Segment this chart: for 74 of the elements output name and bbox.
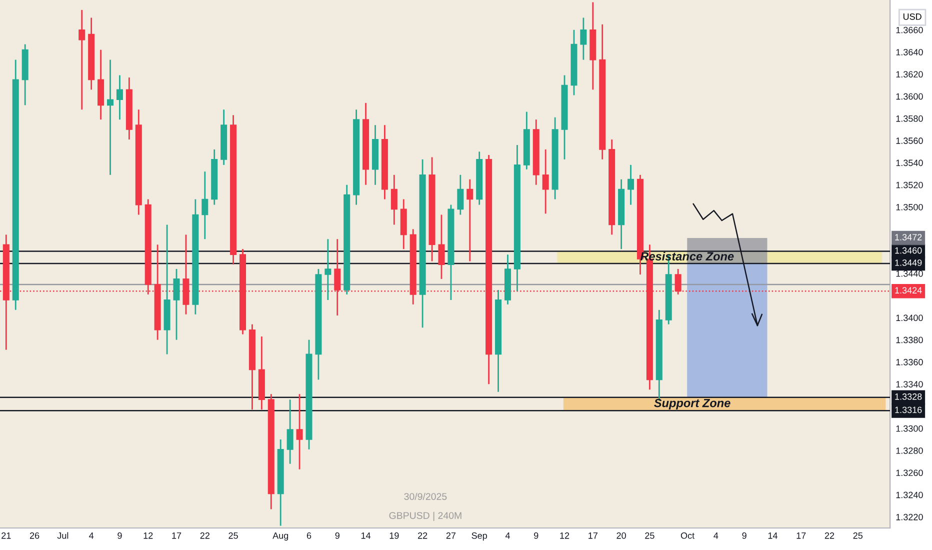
x-tick-label: 9 — [118, 532, 122, 539]
x-tick-label: 9 — [534, 532, 538, 539]
candlestick — [296, 393, 303, 470]
x-tick-label: 20 — [616, 532, 626, 539]
y-tick-label: 1.3260 — [896, 470, 923, 476]
ref-line-label: 1.3316 — [895, 406, 922, 414]
x-tick-label: 4 — [505, 532, 510, 539]
candlestick — [457, 174, 464, 216]
x-tick-label: 12 — [560, 532, 570, 539]
x-tick-label: 22 — [200, 532, 210, 539]
candlestick — [542, 148, 549, 214]
candlestick — [202, 170, 208, 240]
y-tick-label: 1.3220 — [896, 514, 923, 520]
x-tick-label: 25 — [853, 532, 863, 539]
x-tick-label: 19 — [390, 532, 399, 539]
candlestick — [106, 59, 114, 176]
candlestick — [286, 398, 294, 464]
y-tick-label: 1.3340 — [896, 381, 923, 388]
ref-line-label: 1.3424 — [895, 287, 922, 294]
y-tick-label: 1.3440 — [896, 270, 923, 277]
x-tick-label: 17 — [588, 532, 598, 539]
x-tick-label: 9 — [335, 532, 340, 539]
x-tick-label: 22 — [418, 532, 428, 539]
y-tick-label: 1.3620 — [896, 71, 923, 78]
y-tick-label: 1.3360 — [896, 358, 923, 366]
y-tick-label: 1.3580 — [896, 115, 923, 122]
ref-line-label: 1.3460 — [895, 247, 922, 254]
y-tick-label: 1.3600 — [896, 93, 923, 100]
candlestick — [173, 268, 180, 341]
x-tick-label: 6 — [306, 532, 312, 539]
y-tick-label: 1.3500 — [896, 204, 923, 210]
x-tick-label: 4 — [714, 532, 718, 539]
annotation: 1.3472 — [895, 234, 922, 240]
y-tick-label: 1.3240 — [896, 492, 923, 498]
x-tick-label: 17 — [172, 532, 182, 539]
candlestick — [438, 214, 445, 280]
y-tick-label: 1.3280 — [896, 447, 923, 454]
y-tick-label: 1.3520 — [896, 182, 923, 188]
y-tick-label: 1.3380 — [896, 336, 923, 344]
x-tick-label: 14 — [768, 532, 778, 539]
x-tick-label: Aug — [272, 532, 288, 541]
y-tick-label: 1.3300 — [896, 425, 923, 432]
x-tick-label: 4 — [89, 532, 94, 539]
ref-line-label: 1.3328 — [895, 393, 922, 400]
x-tick-label: Sep — [472, 532, 487, 541]
candlestick — [580, 17, 587, 60]
x-tick-label: 21 — [2, 532, 11, 539]
candlestick — [627, 164, 634, 206]
annotation: GBPUSD | 240M — [389, 512, 462, 521]
candlestick — [116, 74, 123, 120]
y-tick-label: 1.3640 — [896, 48, 923, 56]
x-tick-label: Oct — [680, 532, 694, 539]
x-tick-label: 12 — [144, 532, 153, 539]
candlestick — [324, 238, 332, 301]
ref-line-label: 1.3449 — [895, 259, 922, 266]
y-tick-label: 1.3560 — [896, 138, 923, 144]
x-tick-label: 17 — [796, 532, 806, 539]
x-tick-label: 26 — [30, 532, 40, 539]
candlestick — [466, 178, 474, 262]
y-axis-title: USD — [903, 13, 922, 20]
annotation: 30/9/2025 — [404, 492, 447, 500]
candlestick — [390, 174, 398, 226]
x-tick-label: 27 — [446, 532, 456, 539]
x-tick-label: 14 — [361, 532, 371, 539]
x-tick-label: 25 — [228, 532, 238, 539]
y-tick-label: 1.3400 — [896, 314, 923, 322]
y-tick-label: 1.3540 — [896, 160, 923, 166]
x-tick-label: Jul — [57, 532, 68, 539]
candlestick — [78, 9, 86, 110]
x-tick-label: 22 — [824, 532, 834, 539]
x-tick-label: 25 — [645, 532, 654, 539]
x-tick-label: 9 — [742, 532, 746, 539]
band-label: Support Zone — [654, 398, 730, 410]
y-tick-label: 1.3660 — [896, 26, 923, 34]
